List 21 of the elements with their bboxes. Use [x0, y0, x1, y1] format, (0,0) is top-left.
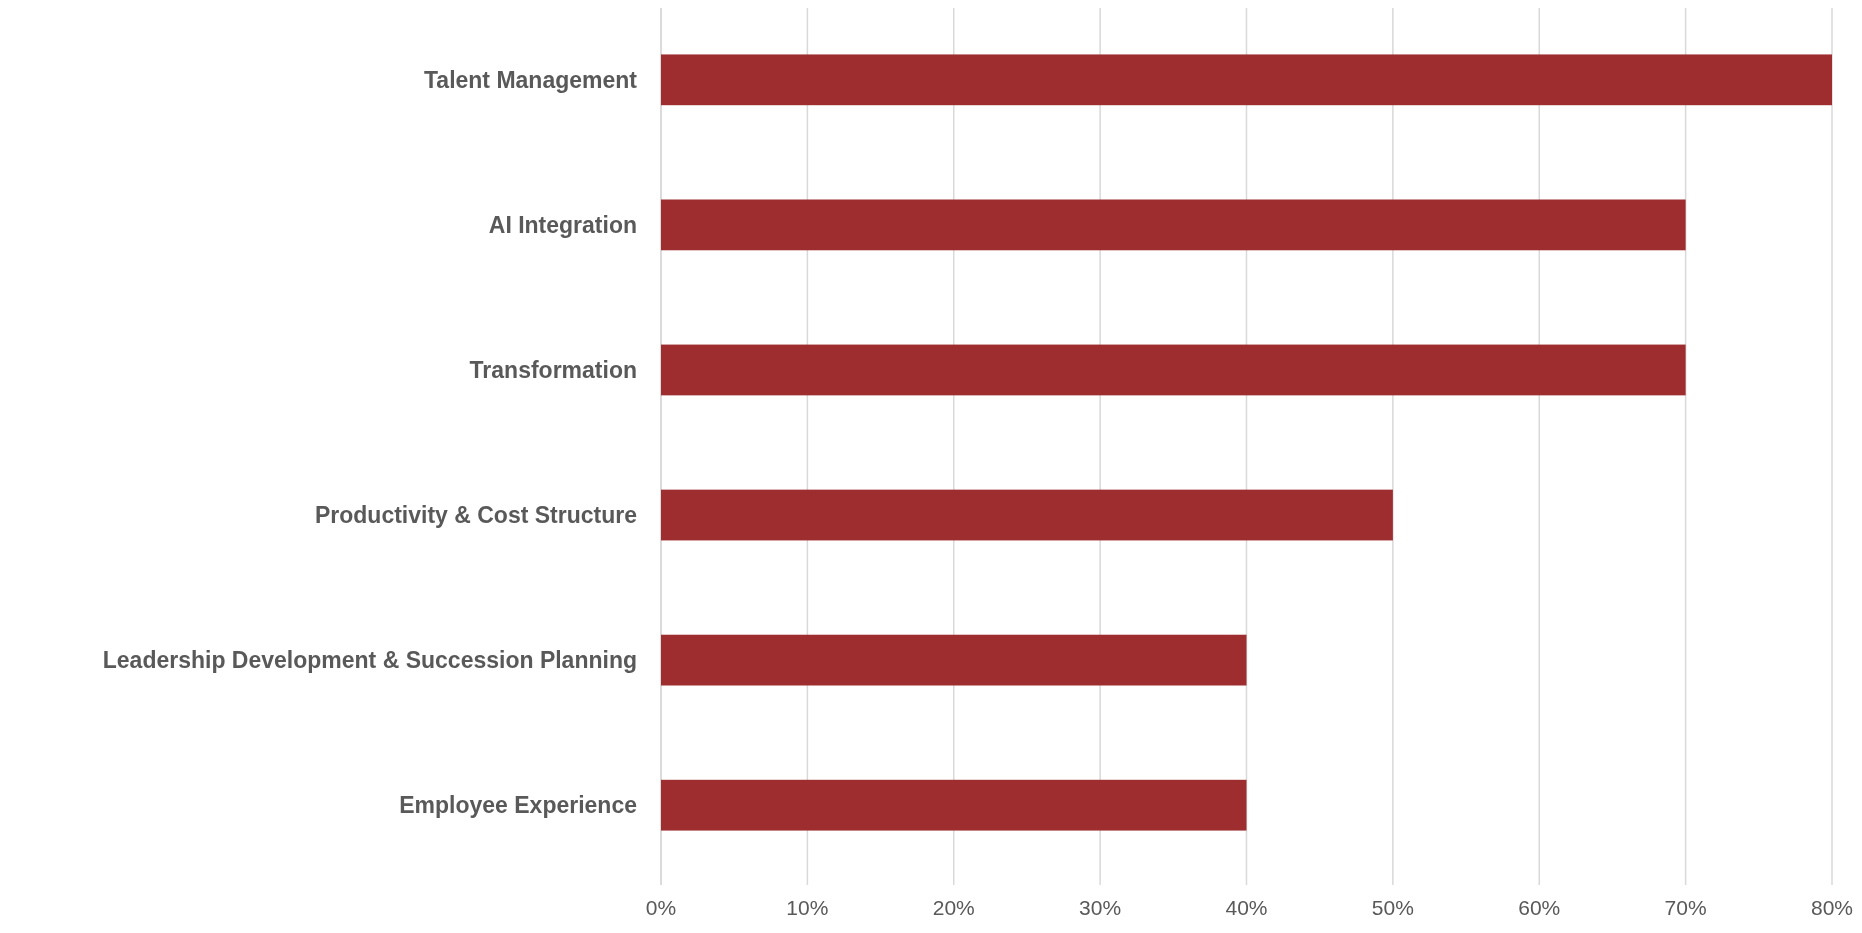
- y-tick-label: Transformation: [469, 357, 637, 384]
- x-tick-label: 40%: [1225, 896, 1268, 919]
- bar: [661, 634, 1247, 686]
- bar: [661, 779, 1247, 831]
- y-tick-label: Leadership Development & Succession Planning: [102, 647, 637, 674]
- x-tick-label: 60%: [1518, 896, 1561, 919]
- bar: [661, 489, 1393, 541]
- x-tick-label: 20%: [932, 896, 975, 919]
- x-tick-label: 30%: [1079, 896, 1122, 919]
- x-tick-label: 0%: [645, 896, 677, 919]
- y-tick-label: Talent Management: [424, 66, 638, 93]
- y-tick-label: Employee Experience: [399, 792, 637, 819]
- x-tick-label: 50%: [1371, 896, 1414, 919]
- y-tick-label: AI Integration: [488, 211, 637, 238]
- bar: [661, 199, 1686, 251]
- x-tick-label: 70%: [1664, 896, 1707, 919]
- y-tick-label: Productivity & Cost Structure: [314, 502, 637, 529]
- x-tick-label: 10%: [786, 896, 829, 919]
- x-tick-label: 80%: [1810, 896, 1854, 919]
- bar: [661, 344, 1686, 396]
- bar: [661, 54, 1832, 106]
